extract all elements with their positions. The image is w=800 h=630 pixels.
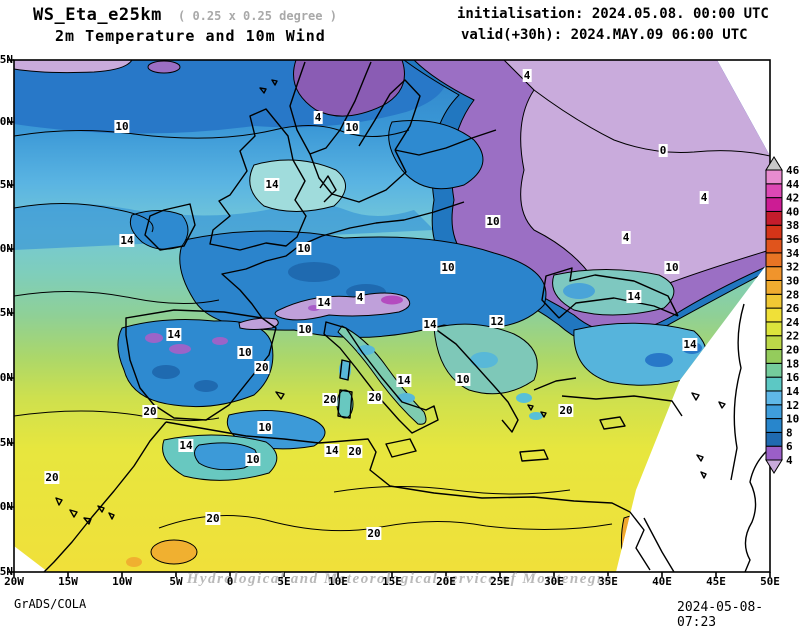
temperature-shading bbox=[14, 60, 770, 572]
svg-text:34: 34 bbox=[786, 247, 800, 260]
contour-label: 14 bbox=[316, 296, 332, 309]
contour-label: 20 bbox=[142, 405, 158, 418]
lon-label: 10E bbox=[328, 575, 348, 588]
watermark: Hydrological and Meteorological service … bbox=[186, 571, 614, 587]
svg-text:20: 20 bbox=[786, 344, 799, 357]
lon-label: 5E bbox=[277, 575, 291, 588]
contour-label: 20 bbox=[347, 445, 363, 458]
contour-label: 10 bbox=[237, 346, 253, 359]
svg-text:40: 40 bbox=[786, 205, 799, 218]
contour-label: 10 bbox=[485, 215, 501, 228]
lat-label: 40N bbox=[0, 372, 13, 384]
lon-label: 15E bbox=[382, 575, 402, 588]
contour-label: 14 bbox=[264, 178, 280, 191]
contour-label: 20 bbox=[44, 471, 60, 484]
lon-label: 0 bbox=[226, 575, 234, 588]
lon-label: 45E bbox=[706, 575, 726, 588]
valid-time: valid(+30h): 2024.MAY.09 06:00 UTC bbox=[461, 27, 748, 43]
model-title: WS_Eta_e25km bbox=[33, 5, 162, 25]
lon-label: 20W bbox=[4, 575, 24, 588]
initialisation-time: initialisation: 2024.05.08. 00:00 UTC bbox=[457, 6, 769, 22]
contour-label: 10 bbox=[440, 261, 456, 274]
svg-text:46: 46 bbox=[786, 164, 800, 177]
contour-label: 14 bbox=[396, 374, 412, 387]
contour-label: 10 bbox=[297, 323, 313, 336]
lon-label: 50E bbox=[760, 575, 780, 588]
svg-text:44: 44 bbox=[786, 178, 800, 191]
creation-timestamp: 2024-05-08-07:23 bbox=[677, 600, 764, 630]
lat-label: 30N bbox=[0, 501, 13, 513]
contour-label: 14 bbox=[422, 318, 438, 331]
svg-text:14: 14 bbox=[786, 385, 800, 398]
contour-label: 14 bbox=[324, 444, 340, 457]
svg-text:22: 22 bbox=[786, 330, 799, 343]
svg-text:28: 28 bbox=[786, 288, 799, 301]
lat-label: 25N bbox=[0, 566, 13, 578]
contour-label: 10 bbox=[257, 421, 273, 434]
contour-label: 20 bbox=[366, 527, 382, 540]
contour-label: 14 bbox=[166, 328, 182, 341]
contour-label: 12 bbox=[489, 315, 505, 328]
svg-text:30: 30 bbox=[786, 274, 799, 287]
svg-text:12: 12 bbox=[786, 399, 799, 412]
contour-label: 4 bbox=[313, 111, 323, 124]
lon-label: 10W bbox=[112, 575, 132, 588]
contour-label: 4 bbox=[355, 291, 365, 304]
svg-text:26: 26 bbox=[786, 302, 800, 315]
lat-label: 35N bbox=[0, 437, 13, 449]
contour-label: 4 bbox=[699, 191, 709, 204]
lat-label: 50N bbox=[0, 243, 13, 255]
svg-text:38: 38 bbox=[786, 219, 799, 232]
lon-label: 30E bbox=[544, 575, 564, 588]
contour-label: 4 bbox=[621, 231, 631, 244]
contour-label: 10 bbox=[296, 242, 312, 255]
contour-label: 10 bbox=[664, 261, 680, 274]
coastlines bbox=[43, 61, 771, 573]
svg-text:16: 16 bbox=[786, 371, 800, 384]
contour-label: 10 bbox=[455, 373, 471, 386]
contour-label: 20 bbox=[205, 512, 221, 525]
lat-label: 55N bbox=[0, 179, 13, 191]
svg-text:32: 32 bbox=[786, 261, 799, 274]
svg-text:36: 36 bbox=[786, 233, 800, 246]
contour-label: 4 bbox=[522, 69, 532, 82]
svg-text:42: 42 bbox=[786, 192, 799, 205]
temperature-map-canvas bbox=[7, 59, 771, 577]
svg-text:4: 4 bbox=[786, 454, 793, 467]
generator-credit: GrADS/COLA bbox=[14, 597, 87, 611]
contour-label: 14 bbox=[682, 338, 698, 351]
svg-text:6: 6 bbox=[786, 440, 793, 453]
svg-text:10: 10 bbox=[786, 413, 799, 426]
contour-label: 20 bbox=[322, 393, 338, 406]
svg-text:24: 24 bbox=[786, 316, 800, 329]
contour-label: 20 bbox=[254, 361, 270, 374]
contour-label: 20 bbox=[367, 391, 383, 404]
lat-label: 65N bbox=[0, 54, 13, 66]
contour-label: 10 bbox=[114, 120, 130, 133]
lat-label: 45N bbox=[0, 307, 13, 319]
contour-label: 20 bbox=[558, 404, 574, 417]
lon-label: 35E bbox=[598, 575, 618, 588]
plot-subtitle: 2m Temperature and 10m Wind bbox=[55, 27, 326, 45]
lat-label: 60N bbox=[0, 116, 13, 128]
contour-label: 0 bbox=[658, 144, 668, 157]
temperature-colorbar: 4681012141618202224262830323436384042444… bbox=[765, 156, 800, 474]
lon-label: 20E bbox=[436, 575, 456, 588]
contour-label: 14 bbox=[178, 439, 194, 452]
contour-label: 14 bbox=[119, 234, 135, 247]
svg-text:8: 8 bbox=[786, 426, 793, 439]
grid-resolution: ( 0.25 x 0.25 degree ) bbox=[178, 9, 337, 23]
lon-label: 15W bbox=[58, 575, 78, 588]
lon-label: 25E bbox=[490, 575, 510, 588]
contour-label: 10 bbox=[245, 453, 261, 466]
lon-label: 5W bbox=[169, 575, 183, 588]
lon-label: 40E bbox=[652, 575, 672, 588]
svg-text:18: 18 bbox=[786, 357, 799, 370]
contour-label: 14 bbox=[626, 290, 642, 303]
contour-label: 10 bbox=[344, 121, 360, 134]
